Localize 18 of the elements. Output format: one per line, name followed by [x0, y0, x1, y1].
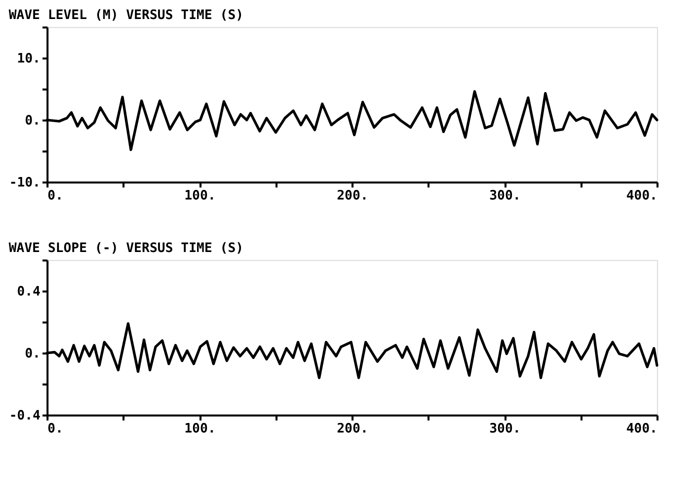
- x-tick-label: 100.: [184, 188, 216, 204]
- x-tick-label: 200.: [336, 188, 368, 204]
- y-tick-label: -10.: [9, 176, 40, 190]
- y-tick-label: 10.: [17, 52, 40, 66]
- x-tick-label: 300.: [489, 188, 521, 204]
- x-tick-label: 400.: [626, 422, 658, 436]
- y-tick-label: -0.4: [9, 408, 41, 424]
- x-tick-label: 0.: [48, 422, 64, 436]
- y-tick-label: 0.: [24, 114, 40, 128]
- chart-title: WAVE LEVEL (M) VERSUS TIME (S): [8, 8, 244, 23]
- x-tick-label: 400.: [626, 188, 658, 204]
- x-tick-label: 200.: [336, 422, 368, 436]
- x-tick-label: 300.: [489, 422, 521, 436]
- x-tick-label: 100.: [184, 422, 216, 436]
- y-tick-label: 0.4: [17, 284, 41, 300]
- x-tick-label: 0.: [48, 188, 64, 204]
- chart-title: WAVE SLOPE (-) VERSUS TIME (S): [8, 241, 244, 256]
- y-tick-label: 0.: [24, 346, 40, 362]
